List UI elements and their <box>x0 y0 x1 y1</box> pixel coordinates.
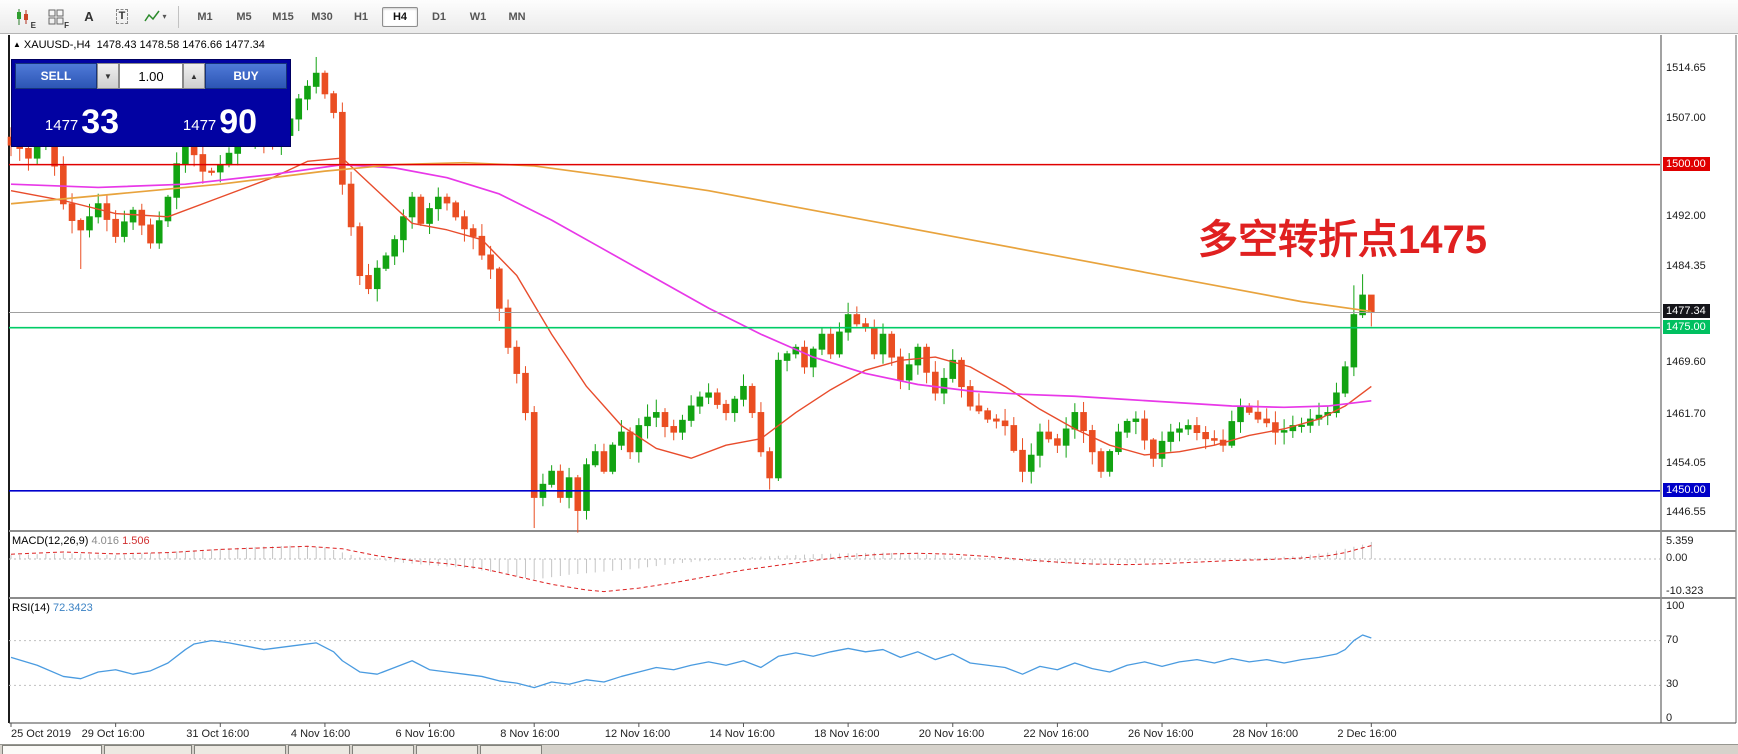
sell-price-main: 1477 <box>44 117 79 134</box>
chart-tab[interactable] <box>352 745 414 754</box>
cursor-text-icon[interactable]: A <box>84 9 94 24</box>
sell-price-display[interactable]: 1477 33 <box>15 91 149 143</box>
date-axis-label: 2 Dec 16:00 <box>1337 728 1397 740</box>
price-axis-label: 1514.65 <box>1666 62 1706 75</box>
volume-decrease-button[interactable]: ▼ <box>97 63 119 89</box>
date-axis-label: 26 Nov 16:00 <box>1128 728 1194 740</box>
price-axis-label: 1484.35 <box>1666 259 1706 272</box>
chart-tab[interactable] <box>480 745 542 754</box>
rsi-label: RSI(14) 72.3423 <box>12 602 93 614</box>
timeframe-button-m5[interactable]: M5 <box>236 10 252 23</box>
date-axis-label: 25 Oct 2019 <box>11 728 71 740</box>
volume-input[interactable] <box>119 63 183 89</box>
price-axis-label: 1454.05 <box>1666 457 1706 470</box>
timeframe-button-mn[interactable]: MN <box>508 10 526 23</box>
buy-price-display[interactable]: 1477 90 <box>153 91 287 143</box>
toolbar: E F A T ▾ M1 M5 M15 M30 H1 H4 D1 W1 MN <box>0 0 1738 34</box>
timeframe-group: M1 M5 M15 M30 H1 H4 D1 W1 MN <box>187 6 535 27</box>
candlestick-chart-icon[interactable]: E <box>8 3 38 31</box>
chart-tab[interactable] <box>194 745 286 754</box>
timeframe-button-m30[interactable]: M30 <box>311 10 333 23</box>
timeframe-button-h1[interactable]: H1 <box>353 10 369 23</box>
chart-window: ▲ XAUUSD-,H4 1478.43 1478.58 1476.66 1477… <box>0 35 1738 754</box>
price-axis-label: 1507.00 <box>1666 111 1706 124</box>
chart-tab[interactable] <box>2 745 102 754</box>
price-axis-label: 1469.60 <box>1666 355 1706 368</box>
date-axis-label: 29 Oct 16:00 <box>81 728 145 740</box>
date-axis-label: 6 Nov 16:00 <box>395 728 455 740</box>
macd-axis-label: -10.323 <box>1666 584 1704 597</box>
macd-axis-label: 0.00 <box>1666 551 1688 564</box>
buy-price-pips: 90 <box>219 103 258 141</box>
buy-button[interactable]: BUY <box>205 63 287 89</box>
chart-ohlc-values: 1478.43 1478.58 1476.66 1477.34 <box>96 39 265 51</box>
date-axis-label: 4 Nov 16:00 <box>290 728 351 740</box>
timeframe-button-w1[interactable]: W1 <box>469 10 487 23</box>
indicators-dropdown-icon[interactable]: ▾ <box>140 3 170 31</box>
rsi-axis-label: 100 <box>1666 600 1685 612</box>
price-axis-badge: 1450.00 <box>1663 482 1710 497</box>
macd-label: MACD(12,26,9) 4.016 1.506 <box>12 535 150 547</box>
price-axis-badge: 1500.00 <box>1663 156 1710 171</box>
price-axis-badge: 1477.34 <box>1663 304 1710 319</box>
sell-button[interactable]: SELL <box>15 63 97 89</box>
timeframe-button-m15[interactable]: M15 <box>272 10 294 23</box>
macd-axis-label: 5.359 <box>1666 534 1694 547</box>
toolbar-icon-group: E F A T ▾ <box>8 3 170 31</box>
chart-tab-strip <box>0 744 1738 754</box>
chart-tab[interactable] <box>416 745 478 754</box>
price-axis-label: 1446.55 <box>1666 506 1706 519</box>
date-axis-label: 18 Nov 16:00 <box>814 728 880 740</box>
volume-increase-button[interactable]: ▲ <box>183 63 205 89</box>
date-axis-label: 14 Nov 16:00 <box>709 728 775 740</box>
timeframe-button-h4[interactable]: H4 <box>382 6 418 27</box>
chart-marker-icon: ▲ <box>13 40 21 49</box>
date-axis-label: 28 Nov 16:00 <box>1232 728 1299 740</box>
chart-symbol-timeframe: XAUUSD-,H4 <box>23 39 91 51</box>
one-click-trade-panel: SELL ▼ ▲ BUY 1477 33 1477 90 <box>11 59 291 147</box>
chart-tab[interactable] <box>288 745 350 754</box>
date-axis-label: 31 Oct 16:00 <box>186 728 250 740</box>
rsi-axis-label: 0 <box>1666 712 1673 724</box>
date-axis-label: 20 Nov 16:00 <box>918 728 985 740</box>
chart-text-annotation: 多空转折点1475 <box>1198 218 1487 262</box>
price-axis-label: 1492.00 <box>1666 209 1706 222</box>
date-axis-label: 22 Nov 16:00 <box>1023 728 1089 740</box>
date-axis-label: 8 Nov 16:00 <box>500 728 560 740</box>
grid-icon[interactable]: F <box>41 3 71 31</box>
buy-price-main: 1477 <box>182 117 217 134</box>
rsi-axis-label: 30 <box>1666 678 1679 691</box>
date-axis-label: 12 Nov 16:00 <box>604 728 671 740</box>
timeframe-button-m1[interactable]: M1 <box>197 10 213 23</box>
timeframe-button-d1[interactable]: D1 <box>431 10 447 23</box>
price-axis-badge: 1475.00 <box>1663 319 1710 334</box>
toolbar-separator <box>178 5 179 28</box>
price-axis-label: 1461.70 <box>1666 407 1706 420</box>
text-label-icon[interactable]: T <box>107 3 137 31</box>
rsi-axis-label: 70 <box>1666 633 1679 646</box>
sell-price-pips: 33 <box>81 103 120 141</box>
chart-canvas[interactable] <box>0 35 1738 754</box>
chart-title: ▲ XAUUSD-,H4 1478.43 1478.58 1476.66 1477… <box>13 39 265 51</box>
chart-tab[interactable] <box>104 745 192 754</box>
